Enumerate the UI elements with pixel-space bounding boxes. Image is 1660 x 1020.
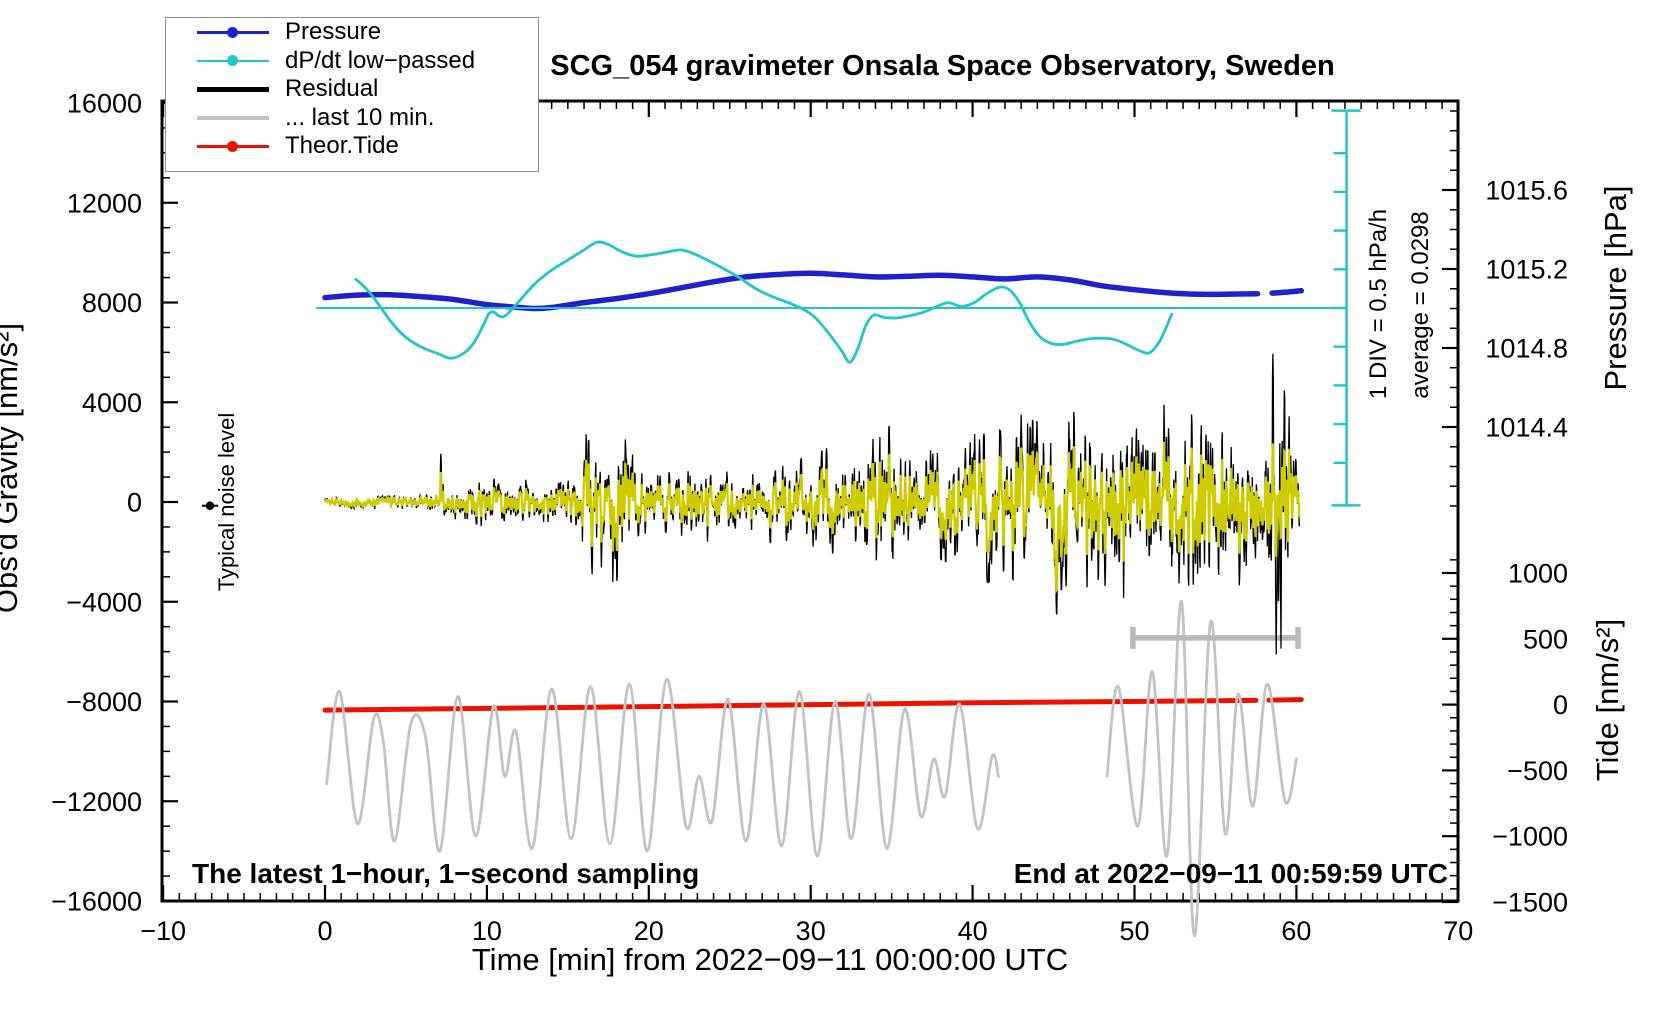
x-tick-label: 30	[796, 916, 826, 946]
noise-level-label: Typical noise level	[214, 412, 239, 592]
average-label: average = 0.0298	[1407, 211, 1434, 399]
gravity-tick-label: 12000	[67, 188, 142, 218]
x-tick-label: 20	[634, 916, 664, 946]
gravity-axis-ticks	[162, 101, 178, 903]
x-tick-label: 40	[958, 916, 988, 946]
pressure-axis-ticks	[1442, 110, 1458, 507]
gravity-tick-label: −16000	[51, 887, 142, 917]
legend-sample	[197, 26, 269, 38]
ruler-div-label: 1 DIV = 0.5 hPa/h	[1365, 208, 1392, 400]
series-pressure	[1269, 287, 1305, 296]
legend-item-label: dP/dt low−passed	[285, 46, 476, 74]
x-tick-label: 50	[1119, 916, 1149, 946]
series-residual-lowpass-overlay	[323, 441, 1301, 595]
legend-sample	[197, 55, 269, 67]
x-tick-label: 70	[1443, 916, 1473, 946]
legend-item-4: Theor.Tide	[166, 132, 538, 161]
x-tick-label: −10	[140, 916, 186, 946]
tide-axis-ticks	[1442, 559, 1458, 904]
legend-sample-line	[197, 115, 269, 120]
legend-sample	[197, 140, 269, 152]
legend-item-label: Theor.Tide	[285, 132, 399, 160]
legend-sample	[197, 87, 269, 92]
dpdt-scale-ruler	[1331, 109, 1361, 507]
tide-tick-label: −1500	[1492, 888, 1568, 918]
gravity-tick-label: −8000	[66, 687, 142, 717]
gravity-tick-label: 0	[127, 488, 142, 518]
gravity-tick-label: 16000	[67, 89, 142, 119]
legend-sample-dot	[227, 140, 238, 152]
series-pressure	[322, 270, 1261, 312]
end-note: End at 2022−09−11 00:59:59 UTC	[1013, 858, 1448, 889]
series-theor-tide	[1266, 697, 1304, 703]
x-tick-label: 60	[1281, 916, 1311, 946]
legend-sample	[197, 115, 269, 120]
series--last-10-min-raw-gravity-	[325, 677, 1000, 858]
legend-item-label: Residual	[285, 75, 379, 103]
legend-sample-line	[197, 87, 269, 92]
legend-item-2: Residual	[166, 75, 538, 104]
tide-tick-label: −1000	[1492, 822, 1568, 852]
tide-tick-label: 500	[1523, 624, 1568, 654]
pressure-tick-label: 1014.4	[1485, 413, 1568, 443]
series-dp-dt-low-passed	[354, 240, 1174, 364]
gravity-tick-label: 4000	[82, 388, 142, 418]
legend-sample-dot	[227, 26, 238, 38]
chart-title: SCG_054 gravimeter Onsala Space Observat…	[550, 50, 1335, 82]
legend-item-label: Pressure	[285, 18, 382, 46]
series-theor-tide	[322, 697, 1259, 713]
legend: Pressure dP/dt low−passed Residual... last…	[165, 17, 539, 172]
gravity-axis-title: Obs'd Gravity [nm/s²]	[0, 322, 24, 614]
noise-level-marker	[202, 501, 219, 510]
gravity-tick-label: −4000	[66, 587, 142, 617]
tide-tick-label: 0	[1553, 690, 1568, 720]
pressure-tick-label: 1015.2	[1485, 255, 1568, 285]
pressure-axis-title: Pressure [hPa]	[1598, 185, 1633, 391]
tide-tick-label: −500	[1507, 756, 1568, 786]
legend-item-label: ... last 10 min.	[285, 103, 435, 131]
sampling-note: The latest 1−hour, 1−second sampling	[192, 858, 700, 889]
gravity-tick-label: 8000	[82, 288, 142, 318]
x-tick-label: 10	[472, 916, 502, 946]
tide-axis-title: Tide [nm/s²]	[1590, 618, 1625, 782]
noise-marker-dot	[205, 501, 215, 510]
legend-item-1: dP/dt low−passed	[166, 47, 538, 76]
legend-item-0: Pressure	[166, 18, 538, 47]
x-axis-title: Time [min] from 2022−09−11 00:00:00 UTC	[471, 942, 1069, 977]
pressure-tick-label: 1014.8	[1485, 334, 1568, 364]
legend-sample-dot	[227, 55, 238, 67]
tide-tick-label: 1000	[1508, 559, 1568, 589]
x-tick-label: 0	[317, 916, 332, 946]
pressure-tick-label: 1015.6	[1485, 176, 1568, 206]
series--last-10-min-raw-gravity-	[1105, 600, 1298, 938]
last10min-scalebar	[1130, 626, 1301, 649]
legend-item-3: ... last 10 min.	[166, 104, 538, 133]
gravity-tick-label: −12000	[51, 787, 142, 817]
